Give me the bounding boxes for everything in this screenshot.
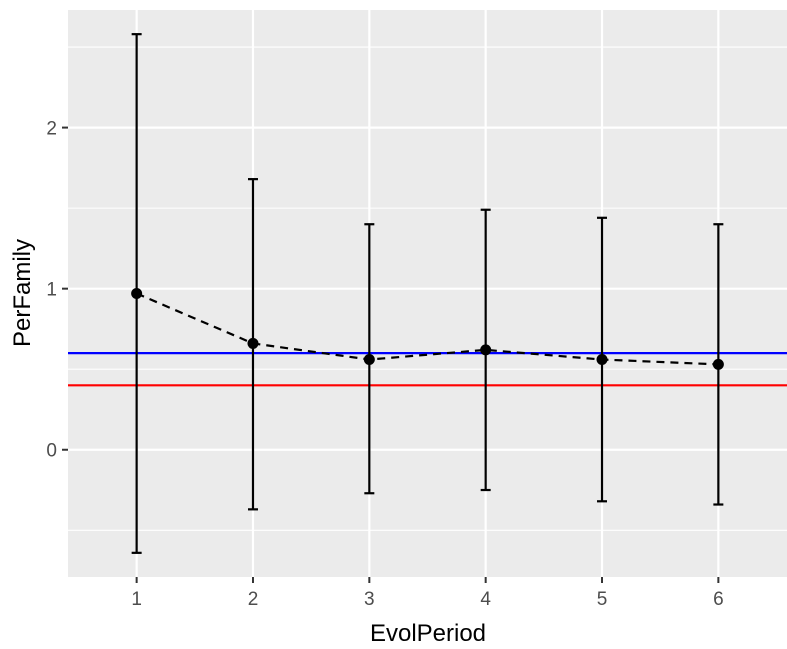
x-axis: 1 2 3 4 5 6 [131, 577, 724, 610]
reference-lines [68, 351, 787, 387]
data-point [480, 344, 492, 356]
x-tick-label: 1 [131, 589, 142, 610]
data-point [131, 288, 143, 299]
x-tick-label: 4 [480, 589, 491, 610]
y-axis-title: PerFamily [9, 239, 36, 347]
series-line-group [136, 292, 719, 366]
y-tick-label: 2 [46, 119, 57, 140]
series-line [136, 292, 719, 366]
data-point [712, 358, 724, 370]
y-tick-label: 1 [46, 280, 57, 301]
x-tick-label: 5 [597, 589, 608, 610]
x-axis-title: EvolPeriod [370, 620, 486, 647]
y-axis: 0 1 2 [46, 119, 68, 462]
data-point [247, 337, 259, 349]
x-tick-label: 2 [248, 589, 259, 610]
x-tick-label: 3 [364, 589, 375, 610]
x-tick-label: 6 [713, 589, 724, 610]
grid-minor [68, 46, 787, 531]
y-tick-label: 0 [46, 441, 57, 462]
data-points [131, 288, 724, 370]
plot-panel [68, 10, 787, 577]
data-point [363, 354, 375, 366]
data-point [596, 354, 608, 366]
